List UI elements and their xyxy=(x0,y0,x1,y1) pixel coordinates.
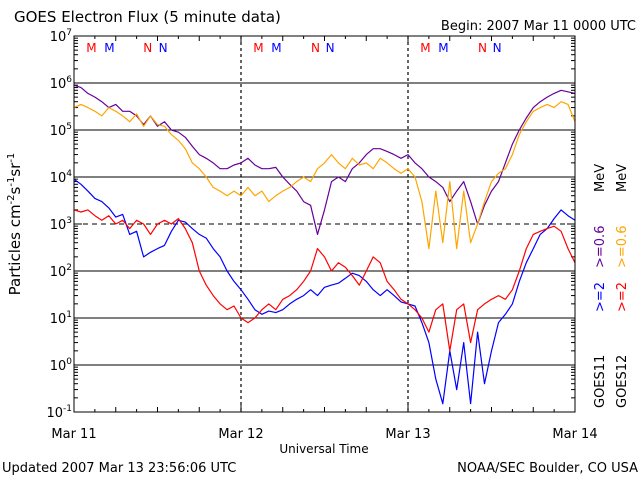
y-tick-label: 100 xyxy=(50,357,73,374)
mn-marker: M xyxy=(271,41,281,55)
y-label-sup3: -1 xyxy=(6,153,17,163)
updated-timestamp: Updated 2007 Mar 13 23:56:06 UTC xyxy=(2,461,236,476)
y-tick-exponent: -1 xyxy=(63,404,72,414)
x-tick-label: Mar 13 xyxy=(385,427,430,442)
data-series xyxy=(73,84,576,405)
y-tick-base: 10 xyxy=(50,171,67,186)
mn-marker: N xyxy=(478,41,487,55)
y-tick-base: 10 xyxy=(50,218,67,233)
y-tick-label: 103 xyxy=(50,216,72,233)
y-label-sup2: -1 xyxy=(6,177,17,187)
mn-marker: M xyxy=(253,41,263,55)
y-tick-label: 105 xyxy=(50,122,72,139)
x-tick-label: Mar 12 xyxy=(218,427,263,442)
y-tick-exponent: 5 xyxy=(66,122,72,132)
y-axis-label: Particles cm-2s-1sr-1 xyxy=(6,153,24,296)
mn-marker: M xyxy=(438,41,448,55)
mn-marker: M xyxy=(420,41,430,55)
y-label-sup1: -2 xyxy=(6,194,17,204)
y-tick-base: 10 xyxy=(50,77,67,92)
y-label-mid2: sr xyxy=(6,162,24,177)
y-tick-exponent: 0 xyxy=(66,357,72,367)
y-tick-exponent: 7 xyxy=(66,28,72,38)
mn-marker: N xyxy=(311,41,320,55)
series-line xyxy=(73,84,576,235)
x-tick-label: Mar 11 xyxy=(51,427,96,442)
y-tick-label: 104 xyxy=(50,169,73,186)
mn-marker: M xyxy=(104,41,114,55)
x-tick-labels: Mar 11 Mar 12 Mar 13 Mar 14 xyxy=(51,427,597,442)
y-tick-base: 10 xyxy=(50,265,67,280)
legend-goes11: GOES11 xyxy=(593,355,608,408)
y-tick-base: 10 xyxy=(50,30,67,45)
y-tick-base: 10 xyxy=(50,359,67,374)
y-tick-exponent: 6 xyxy=(66,75,72,85)
y-tick-base: 10 xyxy=(50,312,67,327)
x-tick-label: Mar 14 xyxy=(552,427,597,442)
y-tick-label: 10-1 xyxy=(46,404,72,421)
legend-goes12-ge06: >=0.6 xyxy=(615,226,630,268)
y-tick-base: 10 xyxy=(46,406,63,421)
grid-lines xyxy=(73,36,576,413)
plot-frame xyxy=(73,35,576,413)
mn-marker: N xyxy=(159,41,168,55)
mn-marker: N xyxy=(493,41,502,55)
legend-goes11-ge2: >=2 xyxy=(593,282,608,312)
chart-title: GOES Electron Flux (5 minute data) xyxy=(14,8,281,26)
legend-goes11-ge06: >=0.6 xyxy=(593,226,608,268)
mn-marker: N xyxy=(326,41,335,55)
series-line xyxy=(73,209,576,352)
source-credit: NOAA/SEC Boulder, CO USA xyxy=(457,461,638,476)
y-tick-exponent: 1 xyxy=(66,310,72,320)
x-axis-label: Universal Time xyxy=(279,442,368,456)
y-label-mid1: s xyxy=(6,186,24,194)
series-line xyxy=(73,178,576,405)
legend-goes12: GOES12 xyxy=(615,355,630,408)
mn-marker: N xyxy=(143,41,152,55)
mn-marker: M xyxy=(86,41,96,55)
y-tick-exponent: 3 xyxy=(66,216,72,226)
y-label-main: Particles cm xyxy=(6,204,24,295)
series-line xyxy=(73,101,576,250)
y-tick-label: 107 xyxy=(50,28,72,45)
legend-goes12-ge2: >=2 xyxy=(615,282,630,312)
y-tick-label: 101 xyxy=(50,310,72,327)
legend-mev-2: MeV xyxy=(615,164,630,192)
y-tick-label: 102 xyxy=(50,263,72,280)
y-tick-exponent: 4 xyxy=(66,169,72,179)
y-tick-label: 106 xyxy=(50,75,73,92)
legend-mev-1: MeV xyxy=(593,164,608,192)
y-tick-base: 10 xyxy=(50,124,67,139)
y-tick-exponent: 2 xyxy=(66,263,72,273)
begin-label: Begin: 2007 Mar 11 0000 UTC xyxy=(441,19,636,34)
